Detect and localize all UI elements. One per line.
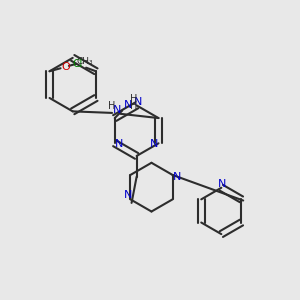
Text: Cl: Cl — [73, 59, 83, 69]
Text: N: N — [172, 172, 181, 182]
Text: H: H — [130, 94, 138, 104]
Text: CH₃: CH₃ — [77, 57, 94, 66]
Text: H: H — [130, 101, 138, 111]
Text: N: N — [115, 139, 124, 149]
Text: N: N — [150, 139, 158, 149]
Text: N: N — [218, 179, 226, 189]
Text: H: H — [108, 101, 115, 111]
Text: N: N — [134, 97, 142, 106]
Text: N: N — [112, 105, 121, 115]
Text: N: N — [124, 190, 132, 200]
Text: O: O — [61, 62, 70, 72]
Text: N: N — [124, 100, 132, 110]
